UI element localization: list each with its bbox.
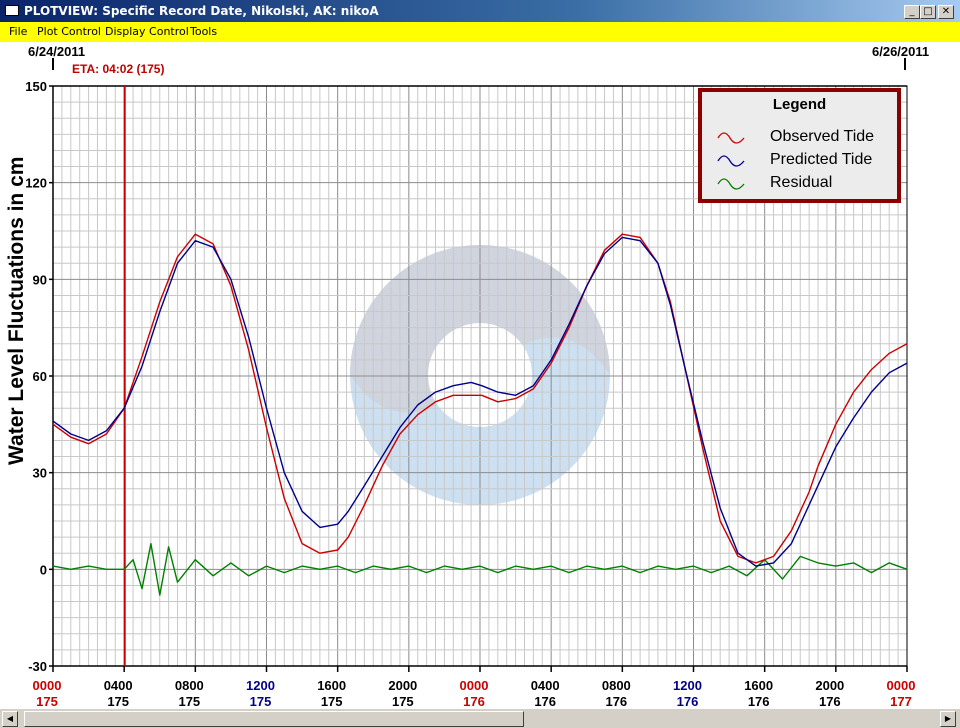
chart-legend: Legend Observed Tide Predicted Tide Resi… xyxy=(698,88,901,203)
close-button[interactable]: ✕ xyxy=(938,5,954,19)
scroll-left-arrow-icon[interactable]: ◀ xyxy=(2,711,18,727)
menu-file[interactable]: File xyxy=(9,25,28,38)
window-title: PLOTVIEW: Specific Record Date, Nikolski… xyxy=(24,4,379,18)
x-tick-time-label: 2000 xyxy=(388,678,417,693)
legend-swatch-predicted-icon xyxy=(717,155,745,167)
menu-tools[interactable]: Tools xyxy=(190,25,218,38)
end-date-label: 6/26/2011 xyxy=(872,44,930,59)
x-tick-day-label: 175 xyxy=(250,694,272,708)
y-tick-label: 60 xyxy=(33,369,47,384)
x-tick-day-label: 175 xyxy=(392,694,414,708)
start-date-label: 6/24/2011 xyxy=(28,44,86,59)
eta-label: ETA: 04:02 (175) xyxy=(72,62,165,76)
x-tick-day-label: 176 xyxy=(677,694,699,708)
y-tick-label: 150 xyxy=(25,79,47,94)
scroll-right-arrow-icon[interactable]: ▶ xyxy=(940,711,956,727)
x-tick-time-label: 2000 xyxy=(815,678,844,693)
x-tick-day-label: 176 xyxy=(463,694,485,708)
x-tick-day-label: 176 xyxy=(748,694,770,708)
y-tick-labels: -30 0 30 60 90 120 150 xyxy=(25,79,53,674)
x-tick-day-label: 175 xyxy=(178,694,200,708)
minimize-button[interactable]: _ xyxy=(904,5,920,19)
scrollbar-thumb[interactable] xyxy=(24,711,524,727)
y-tick-label: 120 xyxy=(25,176,47,191)
x-tick-time-label: 1200 xyxy=(673,678,702,693)
series-predicted-tide xyxy=(52,236,908,567)
y-tick-label: -30 xyxy=(28,659,47,674)
x-tick-day-label: 175 xyxy=(107,694,129,708)
x-tick-time-label: 0400 xyxy=(104,678,133,693)
x-tick-time-label: 1600 xyxy=(744,678,773,693)
legend-swatch-observed-icon xyxy=(717,132,745,144)
menu-display-control[interactable]: Display Control xyxy=(105,25,189,38)
x-tick-time-label: 0000 xyxy=(33,678,62,693)
x-tick-time-label: 0000 xyxy=(460,678,489,693)
x-tick-time-label: 0400 xyxy=(531,678,560,693)
x-tick-day-label: 175 xyxy=(36,694,58,708)
legend-swatch-residual-icon xyxy=(717,178,745,190)
maximize-button[interactable]: □ xyxy=(920,5,936,19)
legend-label-observed: Observed Tide xyxy=(770,128,875,145)
legend-label-residual: Residual xyxy=(770,174,833,191)
x-tick-time-label: 0000 xyxy=(887,678,916,693)
y-tick-label: 30 xyxy=(33,466,47,481)
x-tick-time-label: 1200 xyxy=(246,678,275,693)
x-tick-day-label: 177 xyxy=(890,694,912,708)
horizontal-scrollbar[interactable]: ◀ ▶ xyxy=(0,708,960,728)
y-tick-label: 90 xyxy=(33,272,47,287)
series-residual xyxy=(52,542,908,596)
x-tick-day-label: 176 xyxy=(534,694,556,708)
legend-title: Legend xyxy=(772,96,827,113)
menu-plot-control[interactable]: Plot Control xyxy=(37,25,101,38)
x-tick-day-label: 176 xyxy=(819,694,841,708)
x-tick-labels: 0000175040017508001751200175160017520001… xyxy=(33,666,916,708)
legend-label-predicted: Predicted Tide xyxy=(770,151,873,168)
chart-series xyxy=(52,233,908,596)
series-observed-tide xyxy=(52,233,908,564)
menu-bar: File Plot Control Display Control Tools xyxy=(0,22,960,42)
y-tick-label: 0 xyxy=(40,562,47,577)
x-tick-time-label: 0800 xyxy=(602,678,631,693)
window-titlebar[interactable]: PLOTVIEW: Specific Record Date, Nikolski… xyxy=(0,0,960,22)
x-tick-day-label: 176 xyxy=(605,694,627,708)
x-tick-time-label: 0800 xyxy=(175,678,204,693)
x-tick-day-label: 175 xyxy=(321,694,343,708)
x-tick-time-label: 1600 xyxy=(317,678,346,693)
app-window-icon xyxy=(5,5,19,16)
